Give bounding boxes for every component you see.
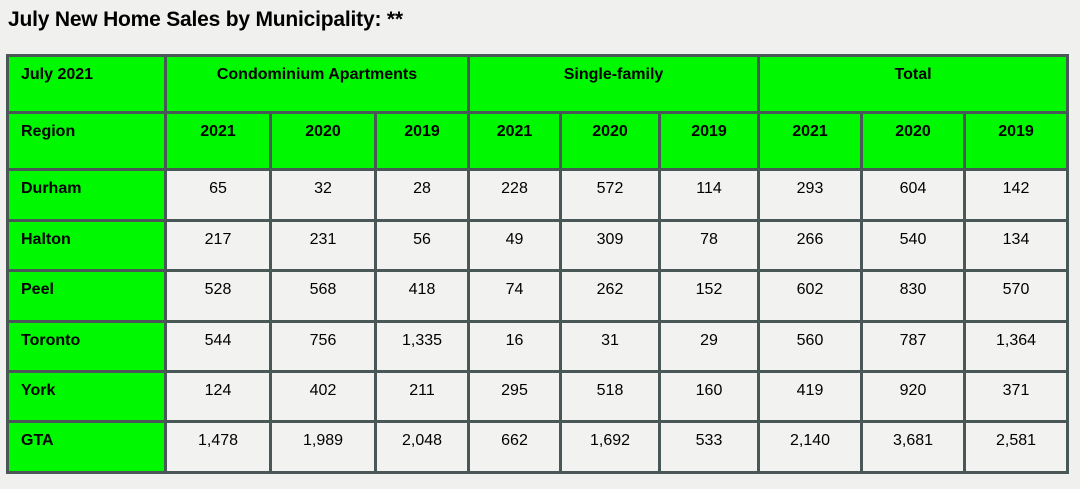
region-cell: York [6, 369, 167, 424]
value-cell: 231 [269, 218, 377, 273]
value-cell: 28 [374, 168, 470, 222]
value-cell: 602 [757, 269, 864, 323]
region-cell: Halton [6, 218, 167, 273]
value-cell: 920 [860, 369, 967, 424]
value-cell: 49 [467, 218, 562, 273]
value-cell: 1,989 [269, 420, 377, 474]
value-cell: 134 [963, 218, 1070, 273]
value-cell: 1,692 [559, 420, 661, 474]
year-header: 2019 [374, 111, 470, 172]
group-header-row: July 2021 Condominium Apartments Single-… [6, 53, 1070, 115]
value-cell: 56 [374, 218, 470, 273]
value-cell: 570 [963, 269, 1070, 323]
value-cell: 124 [164, 369, 272, 424]
value-cell: 29 [657, 319, 761, 374]
year-header: 2021 [164, 111, 272, 172]
table-row: York 124 402 211 295 518 160 419 920 371 [6, 369, 1070, 424]
value-cell: 402 [269, 369, 377, 424]
table-body: Durham 65 32 28 228 572 114 293 604 142 Halton 217 2… [6, 168, 1070, 474]
value-cell: 756 [269, 319, 377, 374]
year-header: 2021 [467, 111, 562, 172]
value-cell: 142 [963, 168, 1070, 222]
value-cell: 3,681 [860, 420, 967, 474]
value-cell: 262 [559, 269, 661, 323]
year-header: 2020 [269, 111, 377, 172]
value-cell: 528 [164, 269, 272, 323]
value-cell: 787 [860, 319, 967, 374]
value-cell: 540 [860, 218, 967, 273]
table-row: GTA 1,478 1,989 2,048 662 1,692 533 2,140 3,681 2… [6, 420, 1070, 474]
value-cell: 295 [467, 369, 562, 424]
value-cell: 371 [963, 369, 1070, 424]
value-cell: 568 [269, 269, 377, 323]
value-cell: 518 [559, 369, 661, 424]
value-cell: 32 [269, 168, 377, 222]
value-cell: 2,140 [757, 420, 864, 474]
value-cell: 418 [374, 269, 470, 323]
corner-label: July 2021 [6, 53, 167, 115]
year-header: 2020 [860, 111, 967, 172]
value-cell: 2,581 [963, 420, 1070, 474]
value-cell: 2,048 [374, 420, 470, 474]
group-header-single-family: Single-family [466, 53, 761, 115]
group-header-condo: Condominium Apartments [164, 53, 470, 115]
table-row: Toronto 544 756 1,335 16 31 29 560 787 1,364 [6, 319, 1070, 374]
value-cell: 830 [860, 269, 967, 323]
value-cell: 16 [467, 319, 562, 374]
value-cell: 1,335 [374, 319, 470, 374]
year-header: 2019 [963, 111, 1070, 172]
sales-table: July 2021 Condominium Apartments Single-… [6, 53, 1070, 474]
value-cell: 560 [757, 319, 864, 374]
value-cell: 662 [467, 420, 562, 474]
value-cell: 211 [374, 369, 470, 424]
region-cell: Toronto [6, 319, 167, 374]
year-header: 2021 [757, 111, 864, 172]
value-cell: 160 [657, 369, 761, 424]
value-cell: 114 [657, 168, 761, 222]
value-cell: 419 [757, 369, 864, 424]
table-row: Halton 217 231 56 49 309 78 266 540 134 [6, 218, 1070, 273]
value-cell: 293 [757, 168, 864, 222]
value-cell: 604 [860, 168, 967, 222]
table-row: Durham 65 32 28 228 572 114 293 604 142 [6, 168, 1070, 222]
value-cell: 31 [559, 319, 661, 374]
region-header: Region [6, 111, 167, 172]
region-cell: GTA [6, 420, 167, 474]
value-cell: 1,364 [963, 319, 1070, 374]
value-cell: 78 [657, 218, 761, 273]
value-cell: 65 [164, 168, 272, 222]
table-row: Peel 528 568 418 74 262 152 602 830 570 [6, 269, 1070, 323]
value-cell: 74 [467, 269, 562, 323]
page-title: July New Home Sales by Municipality: ** [8, 8, 403, 31]
value-cell: 572 [559, 168, 661, 222]
group-header-total: Total [757, 53, 1070, 115]
year-header: 2020 [559, 111, 661, 172]
value-cell: 544 [164, 319, 272, 374]
value-cell: 266 [757, 218, 864, 273]
value-cell: 1,478 [164, 420, 272, 474]
value-cell: 152 [657, 269, 761, 323]
value-cell: 533 [657, 420, 761, 474]
value-cell: 228 [467, 168, 562, 222]
value-cell: 217 [164, 218, 272, 273]
year-header: 2019 [657, 111, 761, 172]
value-cell: 309 [559, 218, 661, 273]
region-cell: Peel [6, 269, 167, 323]
year-header-row: Region 2021 2020 2019 2021 2020 2019 202… [6, 111, 1070, 172]
region-cell: Durham [6, 168, 167, 222]
